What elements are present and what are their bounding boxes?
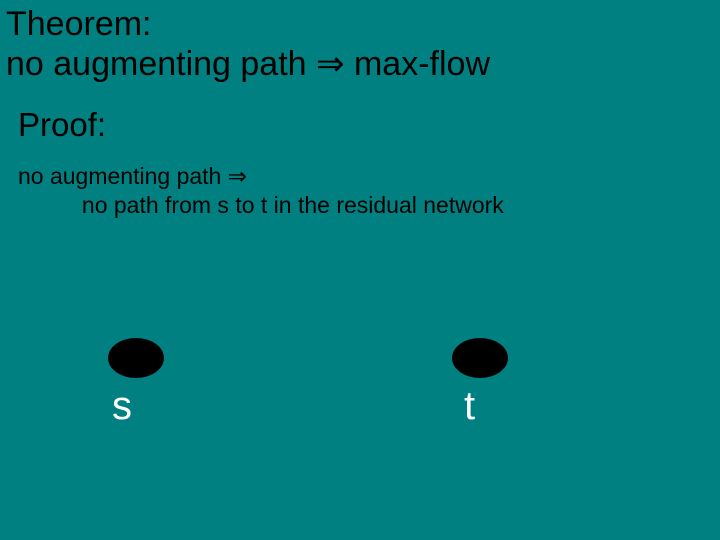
proof-body: no augmenting path ⇒ no path from s to t… bbox=[18, 162, 504, 220]
proof-line2: no path from s to t in the residual netw… bbox=[82, 192, 504, 218]
graph-node-t bbox=[452, 338, 508, 378]
node-label-s: s bbox=[112, 384, 132, 429]
implies-arrow: ⇒ bbox=[316, 45, 345, 83]
theorem-statement: Theorem: no augmenting path ⇒ max-flow bbox=[6, 4, 490, 84]
theorem-line1: Theorem: bbox=[6, 5, 152, 43]
proof-heading: Proof: bbox=[18, 106, 106, 144]
proof-line1-a: no augmenting path bbox=[18, 163, 228, 189]
proof-line1-arrow: ⇒ bbox=[228, 163, 247, 189]
theorem-line2-b: max-flow bbox=[345, 45, 490, 83]
node-label-t: t bbox=[464, 384, 475, 429]
theorem-line2-a: no augmenting path bbox=[6, 45, 316, 83]
graph-node-s bbox=[108, 338, 164, 378]
